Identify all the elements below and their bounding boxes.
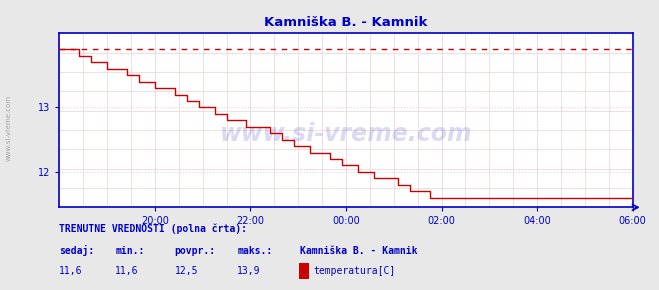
Text: min.:: min.:	[115, 246, 145, 256]
Text: TRENUTNE VREDNOSTI (polna črta):: TRENUTNE VREDNOSTI (polna črta):	[59, 224, 247, 234]
Text: 13,9: 13,9	[237, 266, 261, 276]
Text: Kamniška B. - Kamnik: Kamniška B. - Kamnik	[300, 246, 417, 256]
Text: temperatura[C]: temperatura[C]	[314, 266, 396, 276]
Title: Kamniška B. - Kamnik: Kamniška B. - Kamnik	[264, 17, 428, 29]
Text: www.si-vreme.com: www.si-vreme.com	[5, 95, 12, 161]
Text: 12,5: 12,5	[175, 266, 198, 276]
Text: www.si-vreme.com: www.si-vreme.com	[219, 122, 473, 146]
Text: povpr.:: povpr.:	[175, 246, 215, 256]
Text: maks.:: maks.:	[237, 246, 272, 256]
Text: 11,6: 11,6	[59, 266, 83, 276]
Text: 11,6: 11,6	[115, 266, 139, 276]
Text: sedaj:: sedaj:	[59, 245, 94, 256]
